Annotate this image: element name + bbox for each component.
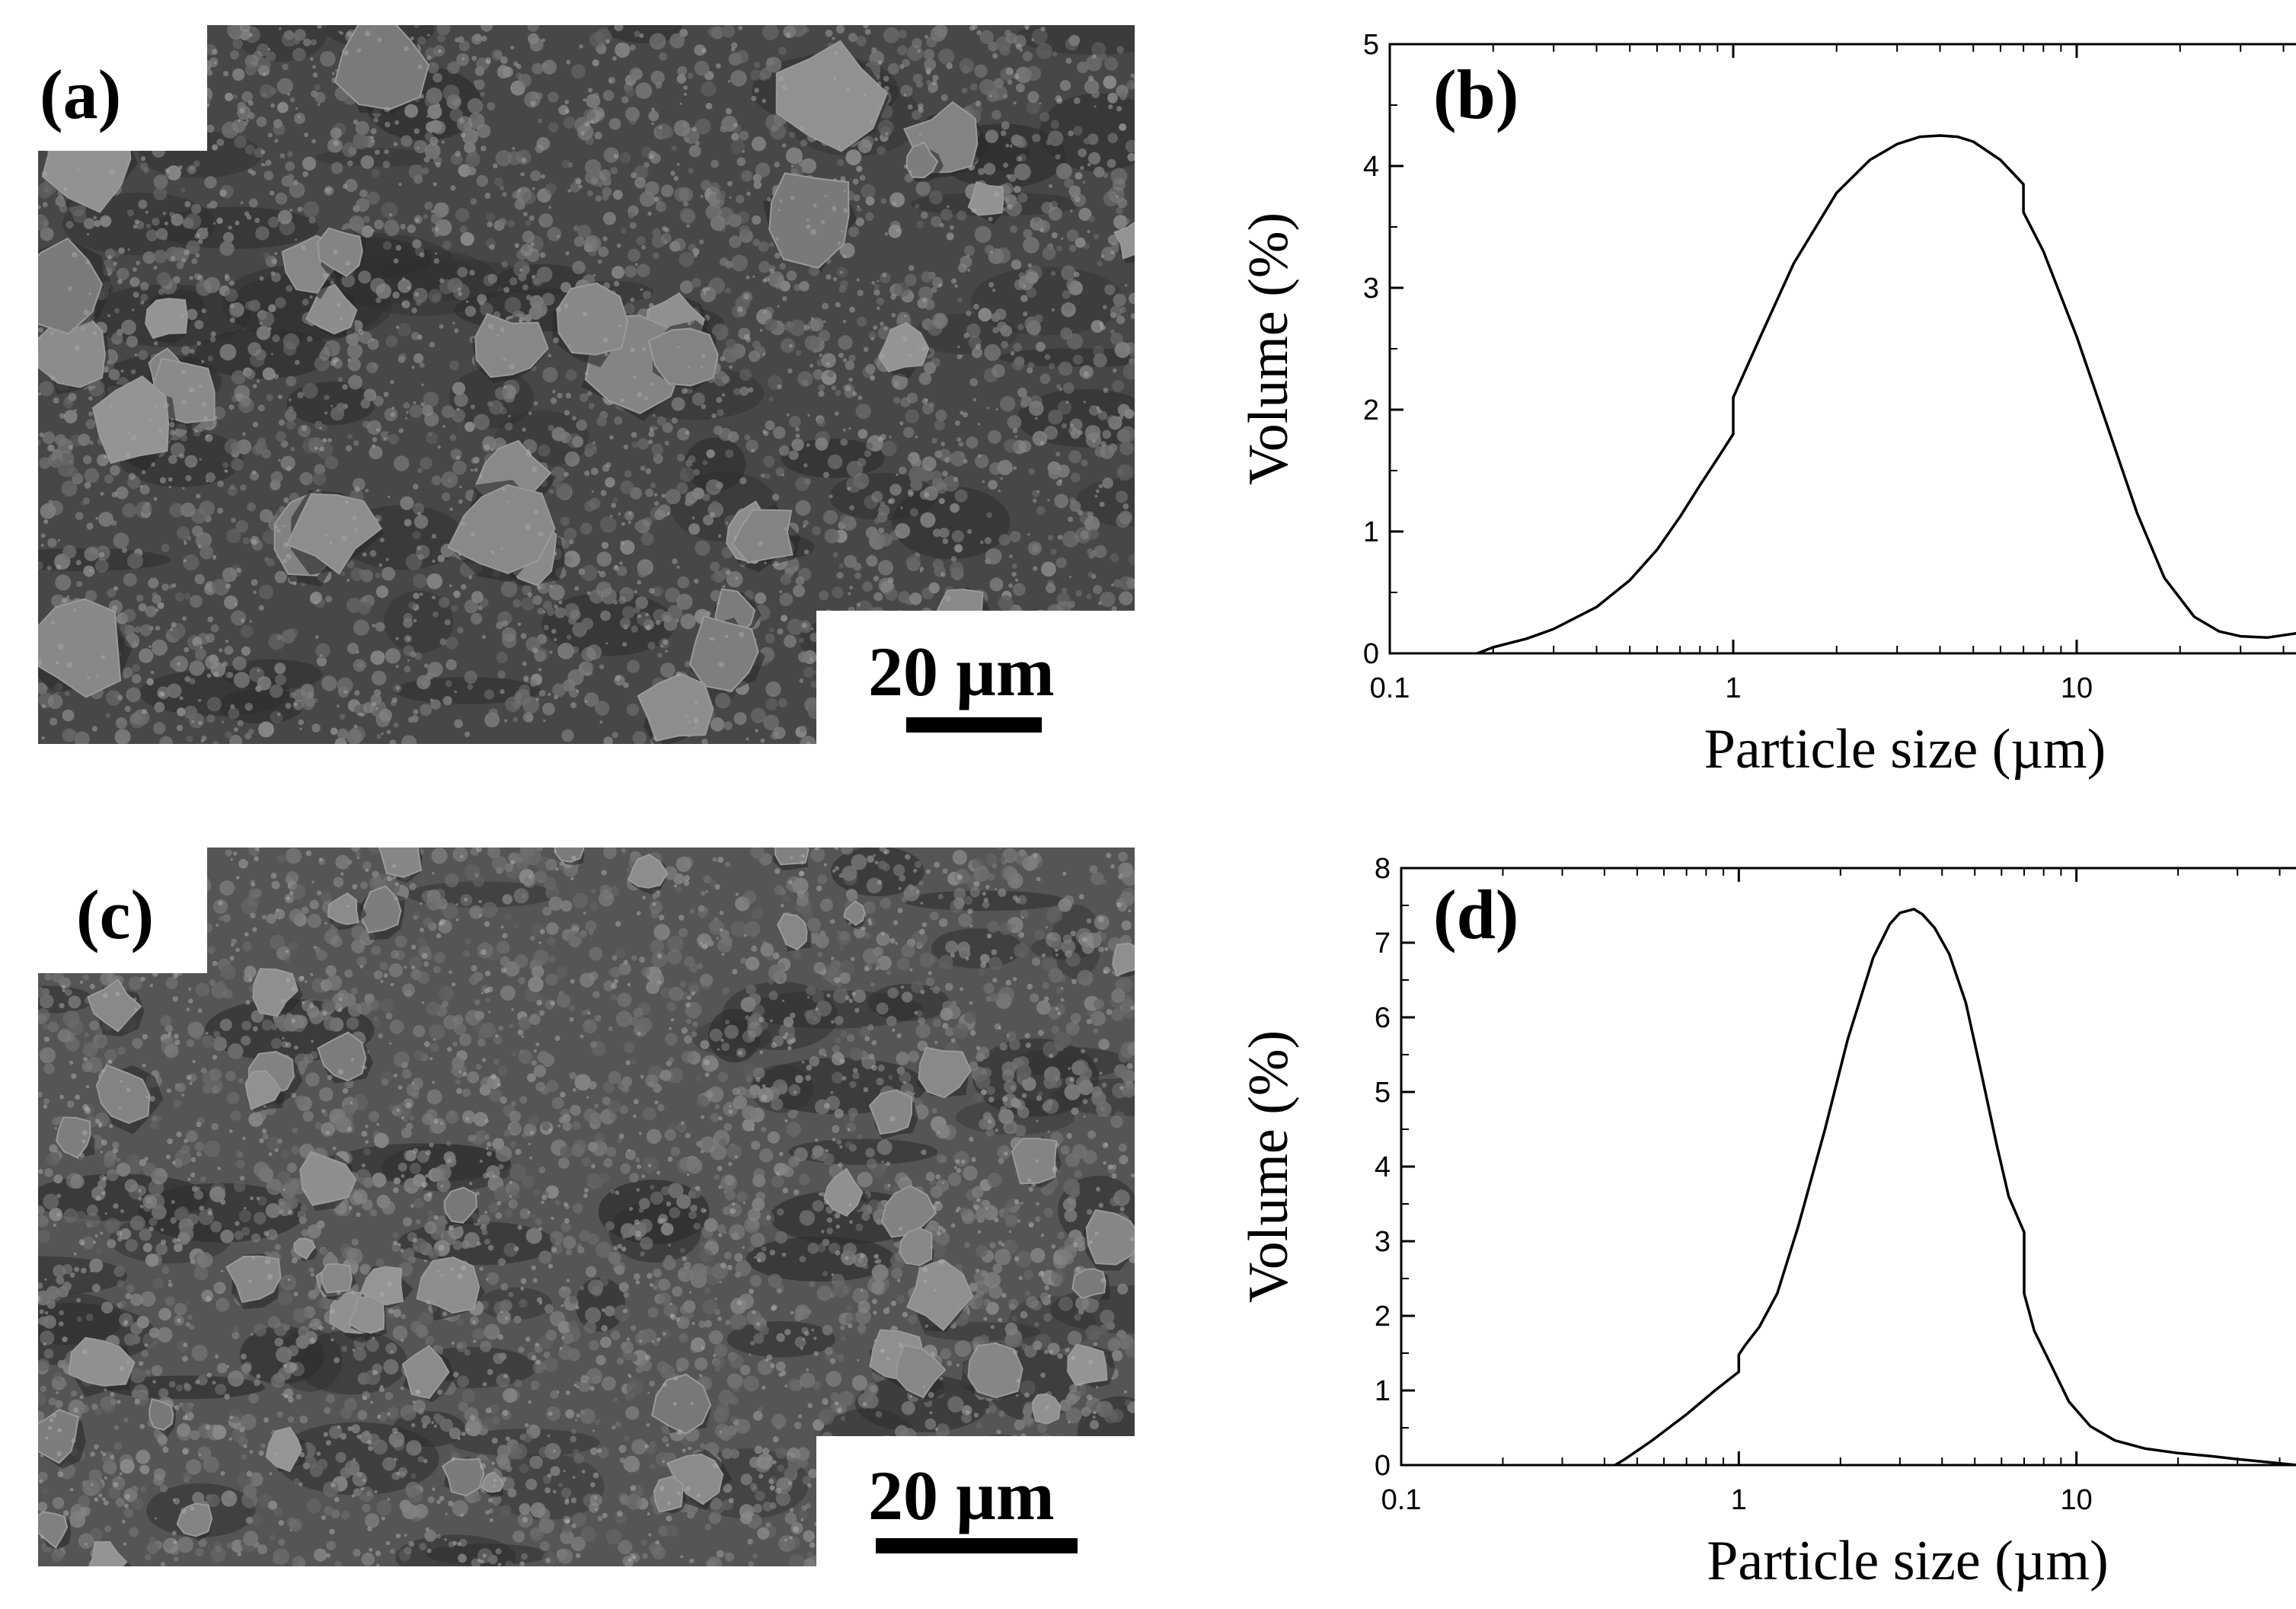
- y-tick-label: 1: [1375, 1375, 1391, 1407]
- x-tick-label: 10: [2061, 1484, 2093, 1516]
- scale-bar-c: [876, 1538, 1078, 1553]
- y-tick-label: 8: [1375, 853, 1391, 885]
- panel-label-b: (b): [1433, 56, 1519, 133]
- y-tick-label: 3: [1375, 1226, 1391, 1258]
- y-tick-label: 5: [1375, 1077, 1391, 1109]
- y-tick-label: 7: [1375, 927, 1391, 959]
- y-tick-label: 0: [1375, 1450, 1391, 1482]
- y-tick-label: 4: [1363, 151, 1379, 183]
- y-tick-label: 1: [1363, 516, 1379, 548]
- y-tick-label: 2: [1363, 394, 1379, 426]
- x-tick-label: 10: [2061, 672, 2093, 704]
- plot-frame: [1400, 867, 2296, 1467]
- chart-d: 0.1110100012345678Particle size (µm)Volu…: [1234, 830, 2296, 1609]
- scale-bar-label-a: 20 µm: [868, 633, 1055, 710]
- x-tick-label: 1: [1725, 672, 1741, 704]
- scale-bar-a: [906, 717, 1042, 733]
- x-tick-label: 0.1: [1370, 672, 1410, 704]
- chart-svg-d: 0.1110100012345678Particle size (µm)Volu…: [1237, 853, 2296, 1592]
- y-tick-label: 5: [1363, 29, 1379, 61]
- panel-label-a: (a): [40, 56, 122, 133]
- panel-label-c: (c): [76, 876, 155, 953]
- series-line-0: [1477, 134, 2296, 655]
- sem-image-a: [38, 25, 1135, 744]
- x-axis-label: Particle size (µm): [1704, 718, 2106, 781]
- y-tick-label: 2: [1375, 1301, 1391, 1333]
- series-line-0: [1614, 908, 2296, 1467]
- plot-frame: [1388, 43, 2296, 655]
- sem-texture-a: [38, 25, 1135, 744]
- x-tick-label: 1: [1731, 1484, 1747, 1516]
- panel-label-d: (d): [1433, 876, 1519, 953]
- x-tick-label: 0.1: [1381, 1484, 1422, 1516]
- chart-svg-b: 0.1110100012345Particle size (µm)Volume …: [1237, 29, 2296, 781]
- panel-label-box-c: [38, 848, 207, 973]
- panel-label-box-a: [38, 25, 207, 151]
- scale-bar-label-c: 20 µm: [868, 1457, 1055, 1534]
- y-tick-label: 3: [1363, 273, 1379, 305]
- x-axis-label: Particle size (µm): [1707, 1530, 2109, 1592]
- chart-b: 0.1110100012345Particle size (µm)Volume …: [1234, 0, 2296, 807]
- y-axis-label: Volume (%): [1237, 212, 1300, 485]
- y-tick-label: 0: [1363, 638, 1379, 670]
- y-axis-label: Volume (%): [1237, 1030, 1300, 1303]
- y-tick-label: 6: [1375, 1002, 1391, 1034]
- y-tick-label: 4: [1375, 1151, 1391, 1183]
